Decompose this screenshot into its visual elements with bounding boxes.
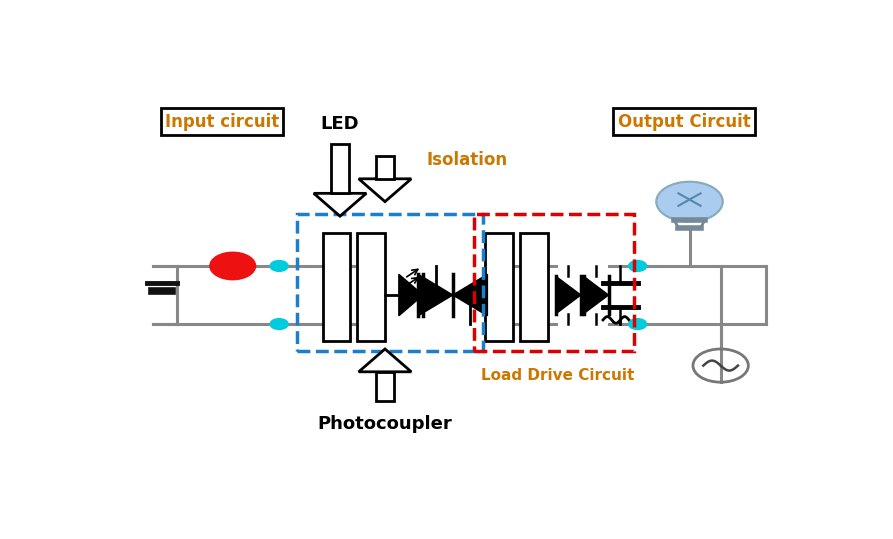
Polygon shape [359, 349, 412, 372]
Bar [357, 233, 385, 341]
Polygon shape [359, 179, 412, 202]
Bar [297, 214, 482, 351]
Bar [520, 233, 547, 341]
Circle shape [210, 252, 255, 280]
Circle shape [270, 319, 288, 329]
Polygon shape [556, 277, 580, 314]
Text: Input circuit: Input circuit [165, 113, 280, 131]
Polygon shape [418, 274, 453, 316]
Circle shape [629, 319, 647, 329]
Text: Photocoupler: Photocoupler [318, 416, 453, 433]
Text: Isolation: Isolation [427, 151, 507, 169]
Bar [474, 214, 634, 351]
Bar [486, 233, 513, 341]
Circle shape [629, 260, 647, 271]
Bar [376, 372, 394, 401]
Text: Load Drive Circuit: Load Drive Circuit [481, 368, 635, 383]
Bar [331, 143, 349, 194]
Polygon shape [313, 194, 366, 216]
Bar [376, 156, 394, 179]
Bar [613, 108, 755, 135]
Bar [162, 108, 282, 135]
Bar [322, 233, 350, 341]
Text: LED: LED [321, 115, 359, 133]
Circle shape [270, 260, 288, 271]
Circle shape [656, 182, 722, 222]
Polygon shape [453, 274, 488, 316]
Polygon shape [584, 277, 608, 314]
Text: Output Circuit: Output Circuit [618, 113, 751, 131]
Polygon shape [399, 274, 423, 316]
